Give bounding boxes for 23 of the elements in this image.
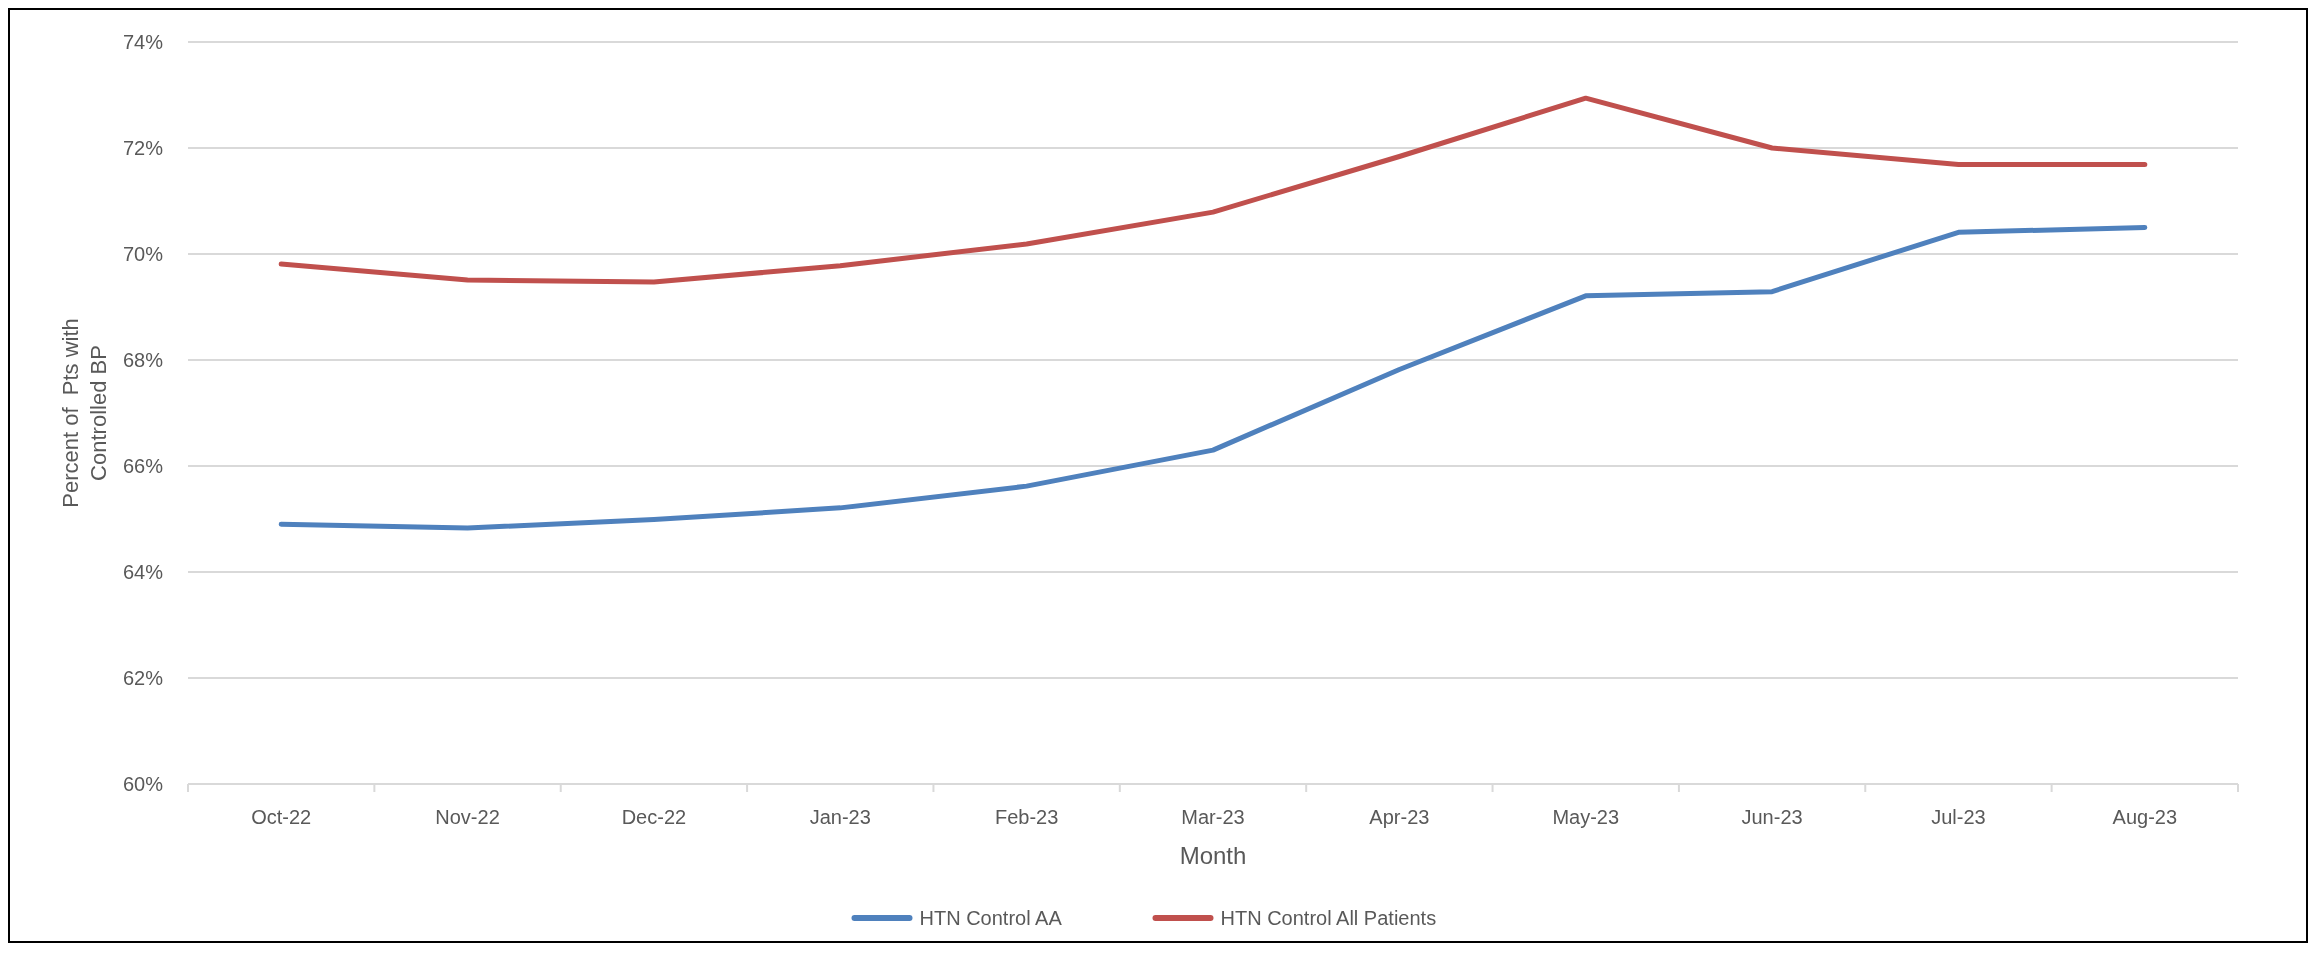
x-tick-label: Mar-23 — [1181, 806, 1245, 828]
y-tick-label: 64% — [122, 561, 164, 583]
x-tick-label: Dec-22 — [621, 806, 687, 828]
x-tick-label: Feb-23 — [994, 806, 1059, 828]
y-tick-label: 74% — [122, 31, 164, 53]
y-axis-title: Percent of Pts with Controlled BP — [58, 318, 111, 508]
x-tick-label: Jul-23 — [1931, 806, 1986, 828]
y-tick-label: 60% — [122, 773, 164, 795]
y-tick-label: 66% — [122, 455, 164, 477]
x-tick-label: Jun-23 — [1741, 806, 1803, 828]
legend-label: HTN Control AA — [919, 907, 1063, 929]
legend-label: HTN Control All Patients — [1220, 907, 1437, 929]
x-tick-label: Jan-23 — [809, 806, 871, 828]
x-tick-label: May-23 — [1552, 806, 1620, 828]
y-tick-label: 72% — [122, 137, 164, 159]
x-axis-title: Month — [1179, 842, 1247, 869]
y-tick-label: 68% — [122, 349, 164, 371]
y-tick-label: 62% — [122, 667, 164, 689]
x-tick-label: Apr-23 — [1369, 806, 1430, 828]
x-tick-label: Nov-22 — [435, 806, 500, 828]
y-tick-label: 70% — [122, 243, 164, 265]
x-tick-label: Oct-22 — [251, 806, 312, 828]
x-tick-label: Aug-23 — [2112, 806, 2178, 828]
